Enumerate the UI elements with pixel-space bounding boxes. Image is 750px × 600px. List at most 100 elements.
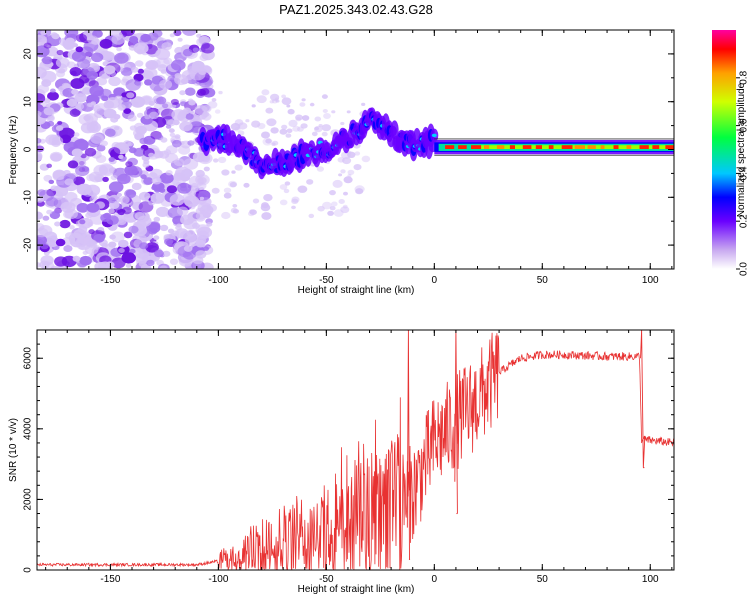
noise-blob bbox=[354, 185, 365, 194]
y-tick-label: -20 bbox=[23, 237, 34, 252]
signal-peak bbox=[484, 145, 490, 149]
noise-blob bbox=[79, 219, 86, 225]
noise-blob bbox=[269, 100, 274, 104]
noise-blob bbox=[42, 215, 50, 221]
noise-blob bbox=[265, 107, 274, 114]
noise-blob bbox=[333, 209, 344, 217]
noise-blob bbox=[286, 104, 291, 108]
snr-frame bbox=[36, 329, 675, 571]
noise-blob bbox=[322, 201, 332, 210]
noise-blob bbox=[182, 30, 197, 36]
noise-blob bbox=[120, 67, 133, 77]
noise-blob bbox=[155, 57, 170, 69]
noise-blob bbox=[321, 94, 328, 99]
noise-blob bbox=[329, 206, 336, 211]
noise-blob bbox=[55, 125, 64, 131]
noise-blob bbox=[252, 198, 260, 204]
noise-blob bbox=[223, 187, 232, 194]
noise-blob bbox=[318, 124, 323, 128]
noise-blob bbox=[47, 91, 59, 101]
noise-blob bbox=[104, 128, 116, 137]
noise-blob bbox=[308, 213, 315, 219]
noise-blob bbox=[311, 131, 318, 137]
noise-blob bbox=[291, 196, 300, 203]
noise-blob bbox=[180, 101, 187, 107]
noise-blob bbox=[89, 196, 97, 202]
noise-blob bbox=[139, 242, 149, 250]
noise-blob bbox=[343, 176, 353, 184]
signal-peak bbox=[587, 145, 596, 149]
y-tick-label: 2000 bbox=[23, 488, 34, 511]
noise-blob bbox=[117, 173, 131, 185]
noise-blob bbox=[281, 124, 288, 130]
noise-blob bbox=[72, 255, 81, 262]
noise-blob bbox=[78, 75, 90, 84]
noise-blob bbox=[188, 98, 194, 103]
noise-blob bbox=[153, 150, 164, 159]
noise-blob bbox=[179, 121, 193, 132]
noise-blob bbox=[206, 222, 213, 227]
noise-blob bbox=[338, 173, 343, 177]
noise-blob bbox=[63, 202, 73, 210]
noise-blob bbox=[49, 211, 61, 220]
snr-ylabel: SNR (10 * v/v) bbox=[8, 418, 19, 482]
noise-blob bbox=[200, 88, 210, 96]
noise-blob bbox=[174, 134, 181, 139]
noise-blob bbox=[288, 119, 298, 127]
noise-blob bbox=[127, 166, 143, 178]
noise-blob bbox=[165, 170, 173, 176]
noise-blob bbox=[57, 120, 63, 125]
noise-blob bbox=[177, 37, 183, 42]
noise-blob bbox=[76, 202, 90, 213]
noise-blob bbox=[170, 98, 179, 106]
noise-blob bbox=[301, 115, 310, 121]
noise-blob bbox=[263, 194, 273, 202]
snr-content bbox=[37, 330, 674, 570]
noise-blob bbox=[89, 85, 104, 97]
noise-blob bbox=[162, 250, 171, 257]
noise-blob bbox=[64, 191, 78, 202]
signal-peak bbox=[639, 145, 649, 149]
noise-blob bbox=[130, 96, 146, 108]
snr-series-line bbox=[37, 332, 674, 570]
x-tick-label: -50 bbox=[319, 574, 334, 585]
noise-blob bbox=[217, 156, 227, 164]
noise-blob bbox=[75, 165, 90, 177]
noise-blob bbox=[110, 174, 118, 181]
noise-blob bbox=[207, 101, 218, 109]
noise-blob bbox=[108, 157, 115, 162]
noise-blob bbox=[166, 185, 178, 194]
noise-blob bbox=[80, 153, 87, 159]
noise-blob bbox=[102, 176, 109, 182]
noise-blob bbox=[332, 179, 343, 188]
noise-blob bbox=[347, 169, 355, 175]
noise-blob bbox=[183, 218, 198, 230]
noise-blob bbox=[40, 30, 47, 36]
noise-blob bbox=[87, 35, 99, 45]
noise-blob bbox=[108, 147, 121, 157]
noise-blob bbox=[221, 169, 230, 176]
signal-peak bbox=[458, 145, 467, 149]
x-tick-label: 0 bbox=[432, 275, 438, 286]
noise-blob bbox=[266, 118, 277, 127]
noise-blob bbox=[73, 139, 89, 151]
noise-blob bbox=[45, 236, 60, 248]
snr-spike bbox=[454, 330, 458, 514]
noise-blob bbox=[172, 119, 180, 126]
colorbar-gradient bbox=[712, 30, 736, 269]
noise-blob bbox=[221, 211, 231, 220]
snr-panel: -150 -100 -50 0 50 100 0 2000 4000 6000 Height of… bbox=[8, 329, 675, 595]
noise-blob bbox=[245, 119, 250, 123]
noise-blob bbox=[199, 196, 205, 201]
noise-blob bbox=[171, 109, 187, 121]
noise-blob bbox=[37, 153, 43, 161]
noise-blob bbox=[123, 231, 133, 239]
noise-blob bbox=[173, 158, 185, 167]
noise-blob bbox=[183, 245, 193, 252]
signal-peak bbox=[574, 145, 585, 149]
noise-blob bbox=[101, 95, 109, 102]
noise-blob bbox=[62, 88, 75, 98]
noise-blob bbox=[164, 238, 174, 246]
noise-blob bbox=[340, 121, 345, 126]
